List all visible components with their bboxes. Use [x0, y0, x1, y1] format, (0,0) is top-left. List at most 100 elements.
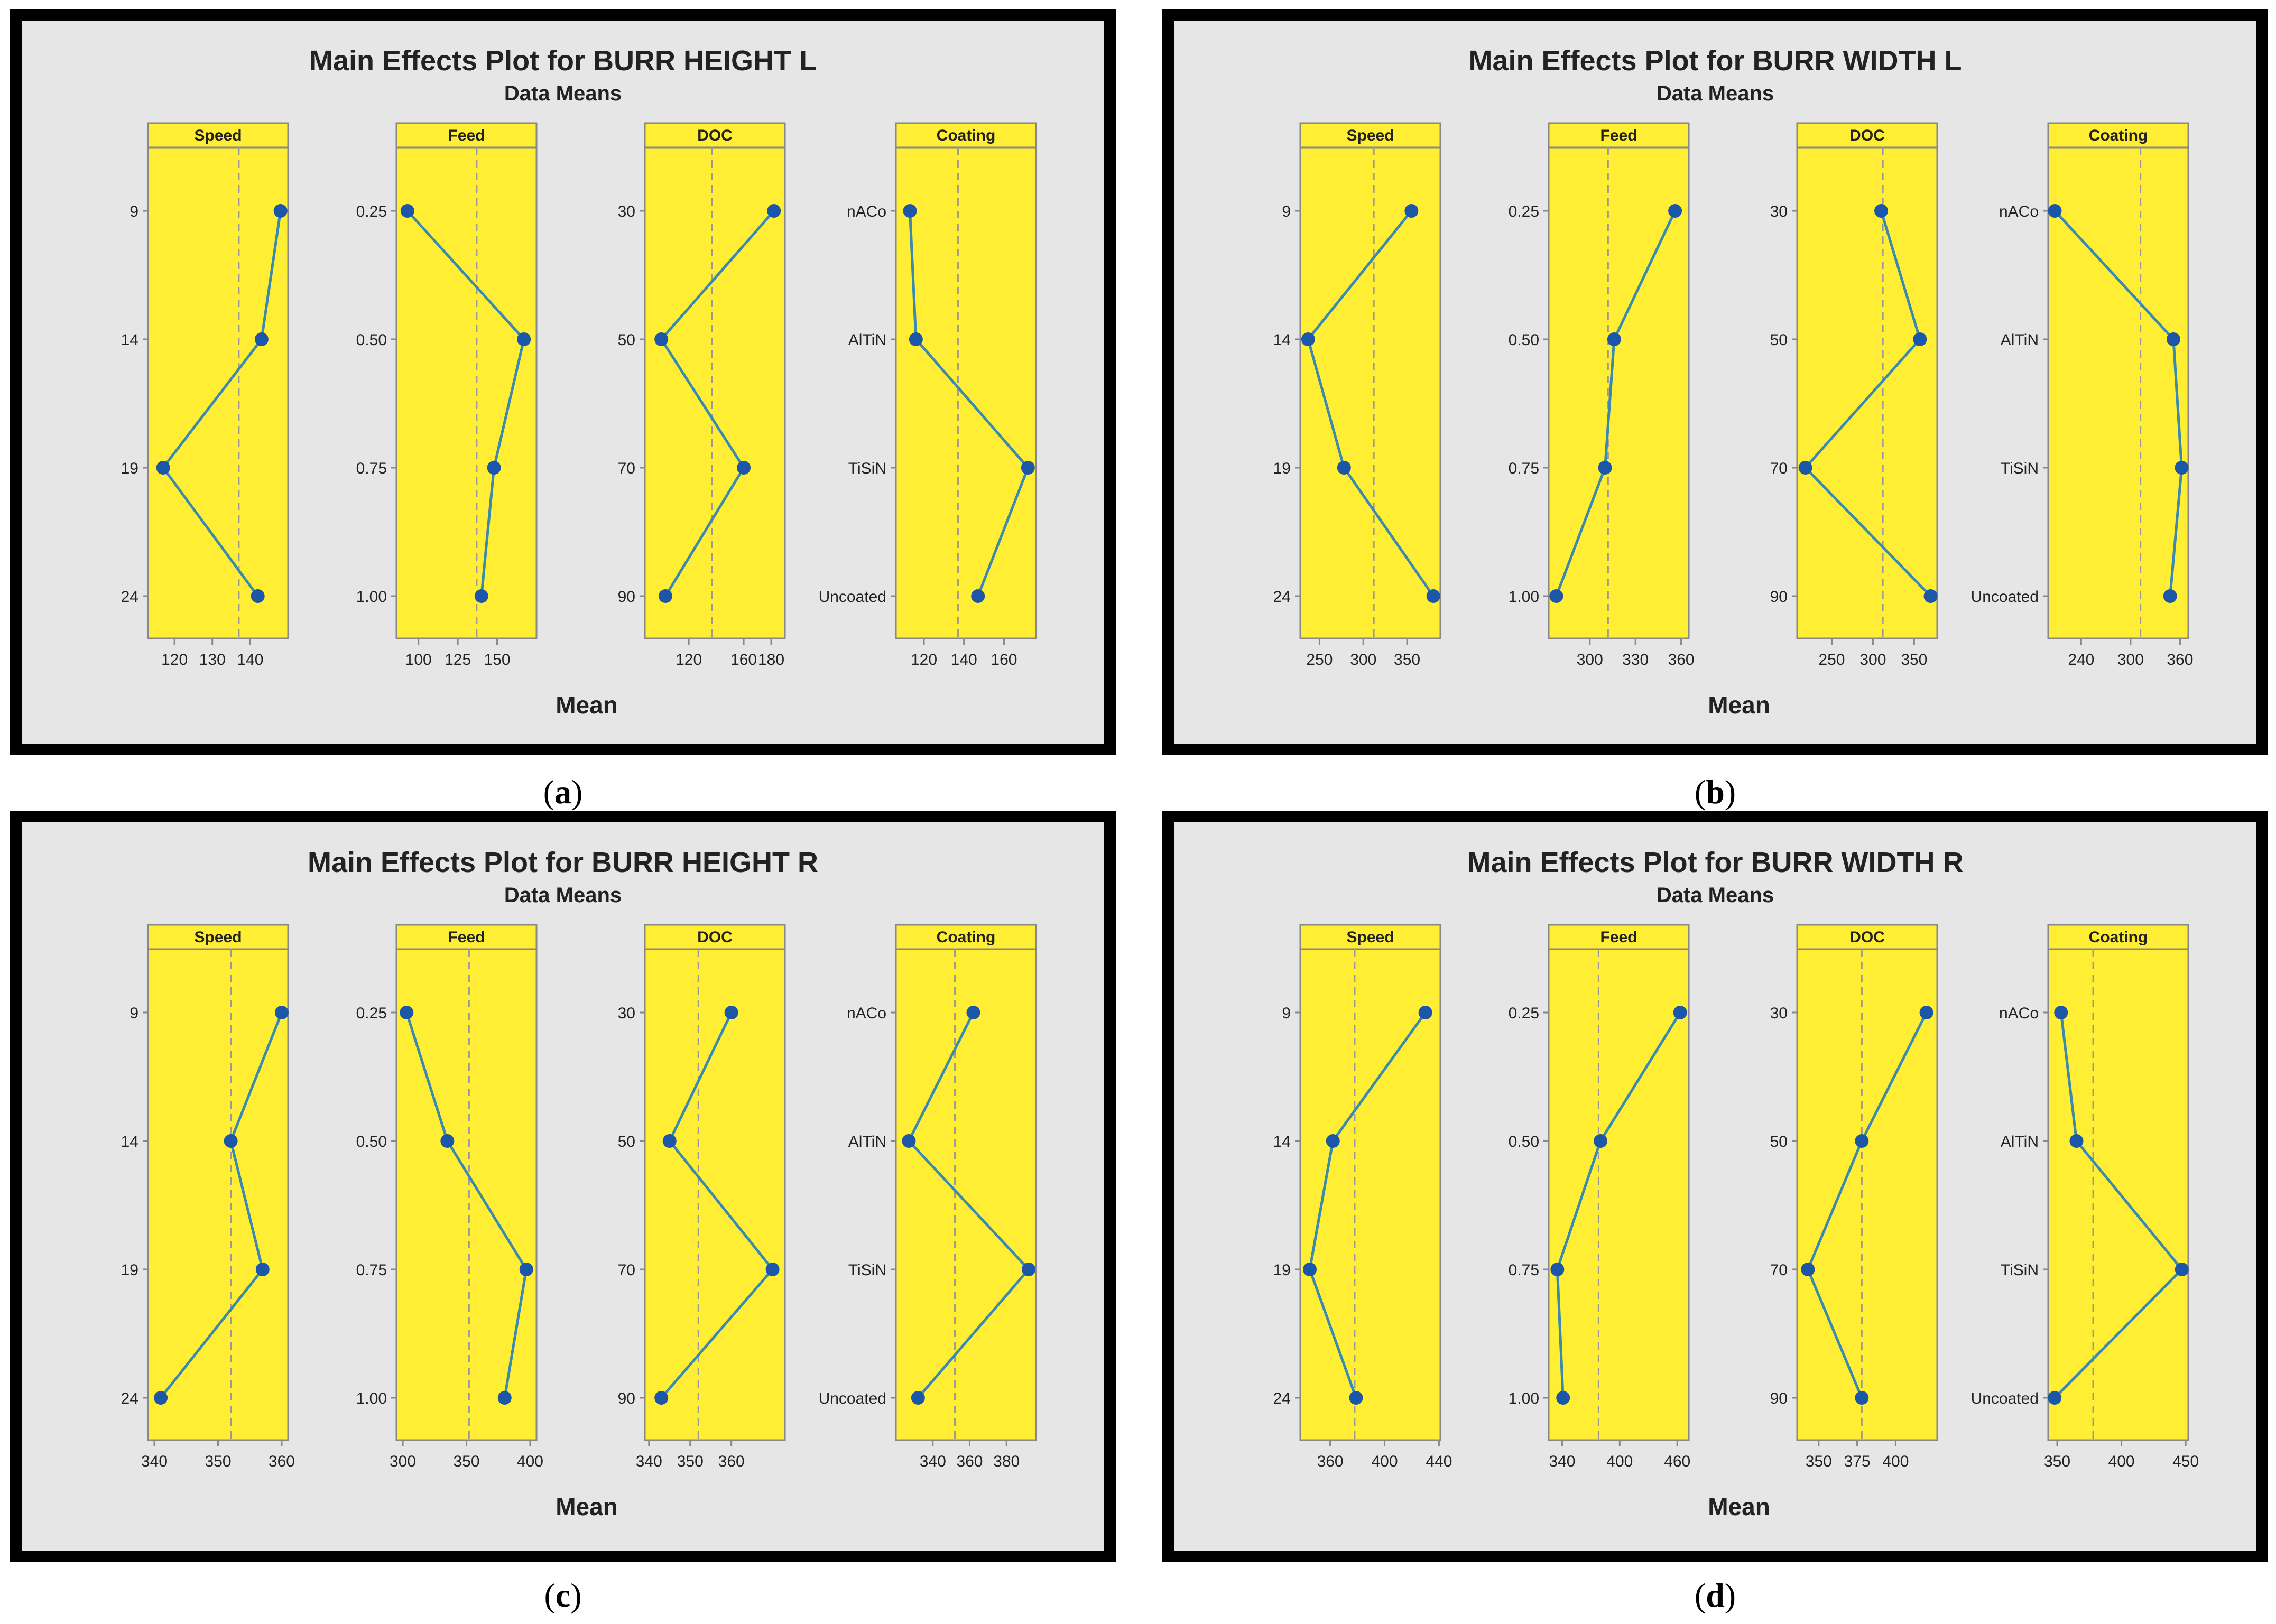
mean-point-feed-0.25 — [1668, 204, 1682, 218]
facet-plot-area — [895, 146, 1037, 639]
main-effect-line-coating — [2053, 1012, 2184, 1399]
figure-caption: (d) — [1695, 1576, 1736, 1614]
x-tick-label: 140 — [951, 651, 977, 669]
y-tick-label: 70 — [1770, 1261, 1788, 1279]
y-tick-label: 19 — [121, 460, 138, 477]
y-tick-label: 19 — [121, 1261, 138, 1279]
facet-plot-area — [644, 146, 786, 639]
facet-strip — [2047, 924, 2189, 950]
factor-panel-feed: Feed 0.25 0.50 0.75 1.00 100 125 150 — [356, 122, 538, 669]
factor-panel-doc: DOC 30 50 70 90 340 350 360 — [618, 924, 786, 1470]
mean-point-feed-1.00 — [497, 1391, 512, 1405]
y-tick-label: 0.75 — [1509, 460, 1539, 477]
mean-point-speed-9 — [274, 1006, 289, 1019]
mean-point-doc-90 — [1923, 589, 1938, 603]
y-tick-label: 50 — [618, 331, 635, 349]
y-tick-label: AlTiN — [2001, 331, 2039, 349]
mean-point-doc-50 — [1913, 332, 1927, 346]
mean-point-feed-0.75 — [1598, 461, 1612, 475]
mean-point-coating-TiSiN — [2175, 1263, 2189, 1276]
y-tick-label: 1.00 — [1509, 588, 1539, 606]
facet-strip — [1548, 122, 1690, 149]
mean-point-coating-TiSiN — [1021, 461, 1035, 475]
facet-strip-label: Coating — [2089, 127, 2148, 144]
mean-point-coating-nACo — [2054, 1006, 2068, 1019]
x-tick-label: 400 — [1606, 1453, 1633, 1470]
y-tick-label: 0.50 — [356, 1133, 387, 1150]
facet-strip — [895, 924, 1037, 950]
factor-panel-speed: Speed 9 14 19 24 120 130 140 — [121, 122, 289, 669]
y-tick-label: 0.25 — [356, 203, 387, 220]
x-tick-label: 300 — [2117, 651, 2144, 669]
mean-point-speed-19 — [1303, 1263, 1317, 1276]
chart-subtitle: Data Means — [504, 82, 622, 105]
x-tick-label: 350 — [1901, 651, 1927, 669]
facet-strip — [1796, 122, 1938, 149]
mean-point-speed-9 — [1418, 1006, 1432, 1019]
facet-strip — [2047, 122, 2189, 149]
y-tick-label: Uncoated — [1971, 1390, 2039, 1407]
facet-plot-area — [1796, 146, 1938, 639]
y-tick-label: TiSiN — [848, 460, 886, 477]
y-tick-label: 70 — [1770, 460, 1788, 477]
y-tick-label: 70 — [618, 460, 635, 477]
mean-point-feed-0.50 — [1594, 1134, 1608, 1148]
figure-caption: (c) — [544, 1576, 581, 1614]
mean-point-coating-Uncoated — [2048, 1391, 2062, 1405]
x-axis-label: Mean — [1708, 1493, 1770, 1520]
mean-point-coating-TiSiN — [1022, 1263, 1036, 1276]
facet-strip — [644, 122, 786, 149]
mean-point-coating-TiSiN — [2175, 461, 2189, 475]
facet-strip-label: Coating — [2089, 929, 2148, 946]
mean-point-doc-50 — [654, 332, 669, 346]
x-tick-label: 100 — [405, 651, 432, 669]
factor-panel-doc: DOC 30 50 70 90 120 160 180 — [618, 122, 786, 669]
y-tick-label: 0.25 — [1509, 203, 1539, 220]
facet-strip — [395, 924, 538, 950]
x-tick-label: 140 — [237, 651, 263, 669]
mean-point-speed-24 — [154, 1391, 168, 1405]
factor-panel-speed: Speed 9 14 19 24 360 400 440 — [1273, 924, 1452, 1470]
facet-strip-label: Speed — [194, 929, 242, 946]
main-effect-line-doc — [1806, 1011, 1928, 1398]
facet-plot-area — [147, 948, 289, 1441]
x-axis-label: Mean — [556, 1493, 618, 1520]
chart-title: Main Effects Plot for BURR HEIGHT R — [308, 847, 818, 878]
y-tick-label: AlTiN — [848, 1133, 886, 1150]
chart-panel-a: Main Effects Plot for BURR HEIGHT L Data … — [10, 9, 1116, 811]
mean-point-doc-70 — [1798, 461, 1812, 475]
facet-plot-area — [147, 146, 289, 639]
factor-panel-coating: Coating nACo AlTiN TiSiN Uncoated 120 140 160 — [819, 122, 1037, 669]
mean-point-coating-Uncoated — [911, 1391, 925, 1405]
x-tick-label: 450 — [2172, 1453, 2199, 1470]
y-tick-label: Uncoated — [819, 588, 886, 606]
chart-panel-c: Main Effects Plot for BURR HEIGHT R Data … — [10, 811, 1116, 1614]
y-tick-label: 0.75 — [356, 1261, 387, 1279]
y-tick-label: 9 — [129, 1005, 138, 1022]
y-tick-label: 90 — [1770, 1390, 1788, 1407]
x-tick-label: 350 — [1394, 651, 1420, 669]
caption-letter: a — [554, 773, 571, 811]
facet-plot-area — [395, 146, 538, 639]
mean-point-speed-14 — [1326, 1134, 1340, 1148]
mean-point-feed-0.25 — [1673, 1006, 1687, 1019]
y-tick-label: nACo — [847, 203, 886, 220]
y-tick-label: 24 — [121, 1390, 138, 1407]
y-tick-label: 0.75 — [356, 460, 387, 477]
facet-strip-label: Speed — [1346, 127, 1394, 144]
y-tick-label: 19 — [1273, 460, 1291, 477]
x-tick-label: 440 — [1426, 1453, 1452, 1470]
factor-panel-feed: Feed 0.25 0.50 0.75 1.00 340 400 460 — [1509, 924, 1690, 1470]
facet-plot-area — [1299, 146, 1441, 639]
x-tick-label: 180 — [758, 651, 784, 669]
x-tick-label: 300 — [390, 1453, 416, 1470]
mean-point-feed-0.75 — [487, 461, 501, 475]
x-tick-label: 250 — [1306, 651, 1333, 669]
facet-strip — [1548, 924, 1690, 950]
facet-plot-area — [395, 948, 538, 1441]
mean-point-speed-24 — [251, 589, 265, 603]
facet-strip-label: Feed — [448, 929, 485, 946]
facet-plot-area — [1548, 146, 1690, 639]
x-tick-label: 160 — [991, 651, 1017, 669]
